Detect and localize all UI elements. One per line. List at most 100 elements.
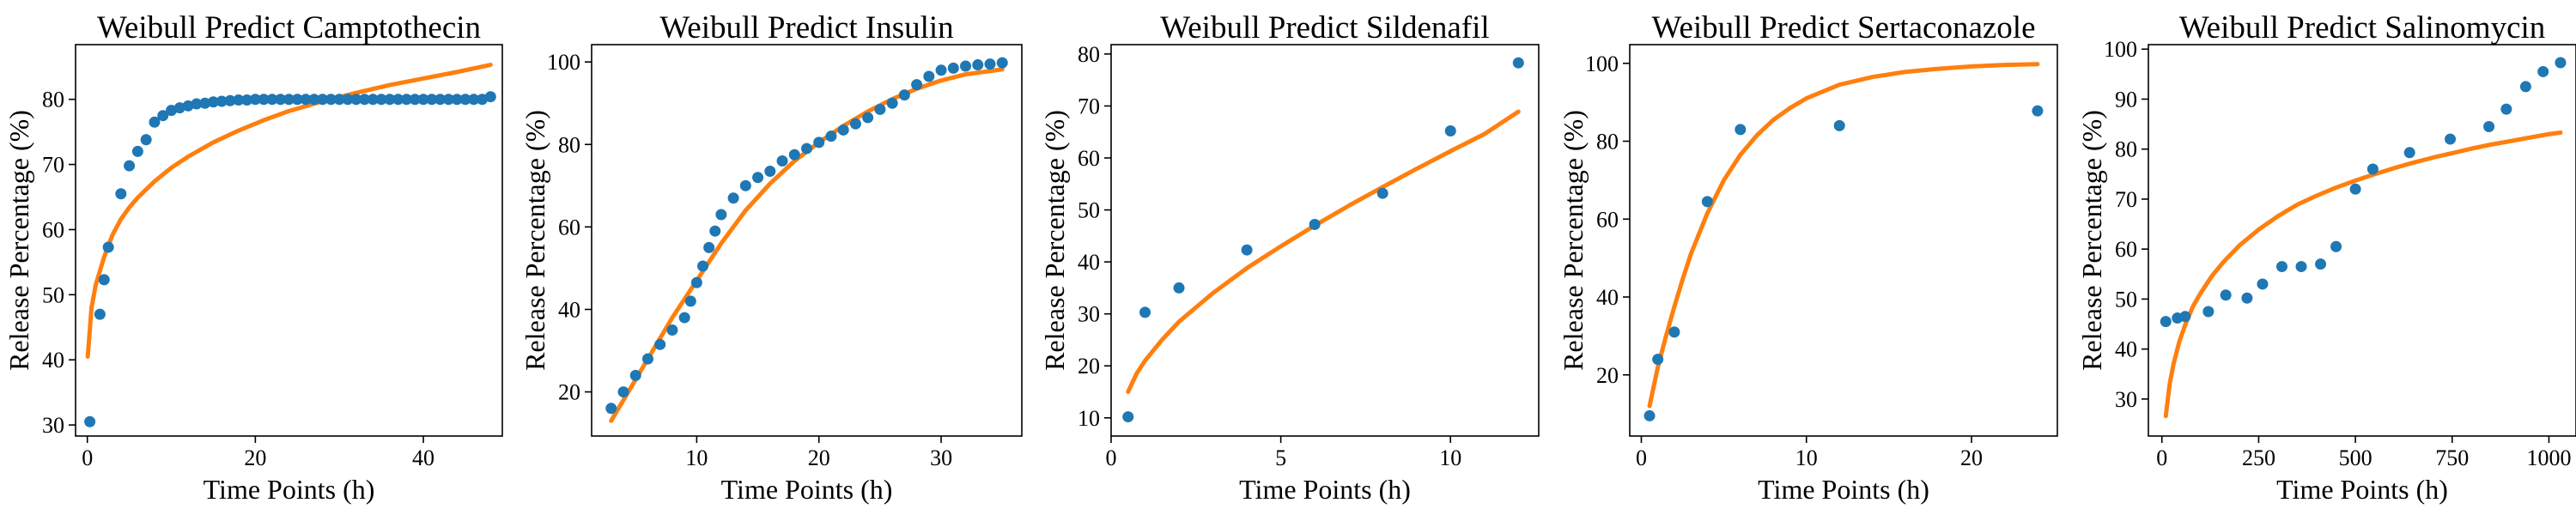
x-tick-label: 250 [2242,445,2275,470]
data-point [140,134,152,146]
y-axis-label: Release Percentage (%) [1039,110,1070,371]
x-tick-label: 30 [930,445,952,470]
data-point [308,94,320,106]
data-point [1241,244,1253,256]
data-point [727,192,739,204]
data-point [752,172,764,184]
y-axis-label: Release Percentage (%) [2076,110,2107,371]
fit-curve [85,63,493,359]
data-point [2445,133,2457,145]
x-tick-label: 10 [1439,445,1461,470]
data-point [333,94,345,106]
data-point [1173,282,1185,294]
data-point [1139,306,1151,318]
fit-curve [1647,62,2040,409]
data-point [1735,124,1747,136]
y-tick-label: 40 [2115,337,2137,362]
data-point [367,94,379,106]
chart-title: Weibull Predict Insulin [659,10,953,45]
data-point [690,276,702,288]
data-point [709,225,721,237]
data-point [739,179,751,191]
data-point [2555,57,2567,69]
data-point [2483,121,2495,133]
y-tick-label: 50 [2115,287,2137,312]
data-point [317,94,329,106]
data-point [2220,289,2232,301]
data-point [1668,326,1680,338]
data-point [484,91,496,103]
data-point [2519,81,2531,93]
data-point [477,94,489,106]
data-point [216,95,228,107]
chart-2: Weibull Predict Insulin 10 20 30 20 40 60 80 100… [519,10,1023,505]
data-point [1122,411,1134,423]
x-tick-label: 20 [808,445,830,470]
data-point [102,241,114,253]
data-point [605,403,617,415]
y-tick-label: 30 [1078,302,1100,327]
data-point [434,94,447,106]
data-point [199,97,211,109]
data-point [825,130,837,142]
data-point [837,124,849,136]
y-tick-label: 80 [2115,137,2137,162]
data-point [451,94,463,106]
data-point [2160,316,2172,328]
data-point [173,102,185,114]
data-point [813,136,825,148]
y-tick-label: 70 [42,153,64,178]
y-tick-label: 20 [1078,354,1100,379]
data-point [241,94,253,106]
y-tick-label: 50 [1078,198,1100,223]
y-tick-label: 80 [1596,130,1619,154]
data-point [359,94,371,106]
y-tick-label: 80 [42,88,64,112]
x-tick-label: 750 [2435,445,2469,470]
data-point [375,94,387,106]
data-point [2330,240,2342,252]
x-axis-label: Time Points (h) [1239,474,1411,505]
data-point [715,209,727,221]
y-tick-label: 100 [547,50,580,75]
data-point [947,62,959,74]
x-tick-label: 10 [685,445,708,470]
data-point [684,295,696,307]
y-axis-label: Release Percentage (%) [1558,110,1589,371]
data-point [788,148,800,161]
chart-title: Weibull Predict Salinomycin [2179,10,2546,45]
y-tick-label: 60 [2115,237,2137,262]
chart-title: Weibull Predict Sildenafil [1160,10,1489,45]
data-point [666,324,678,336]
data-point [275,94,287,106]
data-point [678,312,690,324]
data-point [384,94,396,106]
x-tick-label: 5 [1275,445,1286,470]
x-tick-label: 1000 [2526,445,2571,470]
data-point [1643,409,1656,421]
data-point [1444,125,1456,137]
data-point [224,94,236,106]
data-point [703,241,715,253]
fit-curve [1126,109,1521,395]
y-tick-label: 20 [1596,363,1619,388]
data-point [266,94,278,106]
data-point [886,97,898,109]
y-tick-label: 100 [2104,37,2137,62]
x-tick-label: 0 [82,445,93,470]
x-axis-label: Time Points (h) [721,474,893,505]
x-tick-label: 40 [412,445,434,470]
y-tick-label: 30 [42,413,64,438]
data-point [1833,119,1845,131]
x-tick-label: 20 [244,445,266,470]
x-axis-label: Time Points (h) [204,474,375,505]
data-point [2403,147,2415,159]
data-point [935,64,947,76]
chart-5: Weibull Predict Salinomycin 0 250 500 750 100… [2076,10,2576,505]
plot-frame [2148,44,2576,437]
data-point [342,94,354,106]
y-tick-label: 90 [2115,87,2137,112]
data-point [325,94,337,106]
data-point [1512,57,1524,69]
